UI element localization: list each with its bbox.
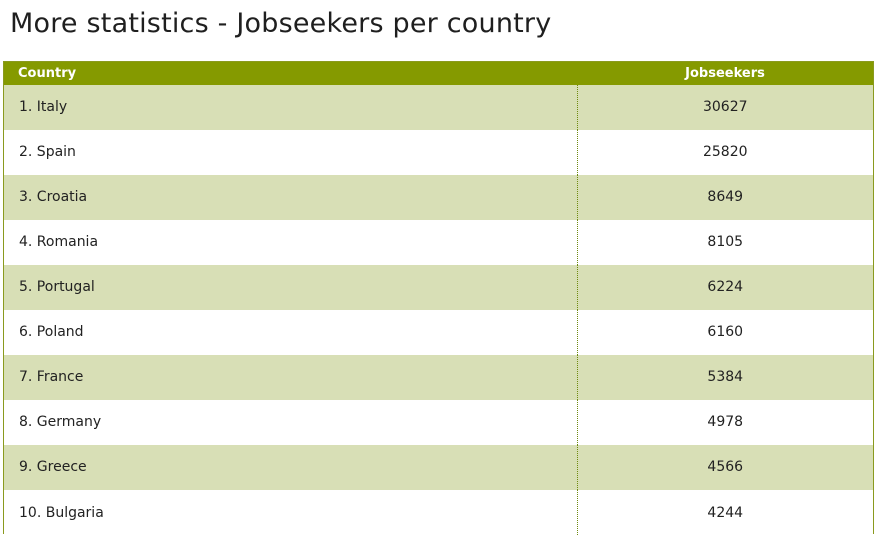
country-cell: 2. Spain	[4, 130, 578, 175]
column-header-jobseekers: Jobseekers	[685, 66, 765, 81]
country-cell: 7. France	[4, 355, 578, 400]
country-cell: 4. Romania	[4, 220, 578, 265]
table-row: 2. Spain 25820	[4, 130, 873, 175]
jobseekers-table: Country Jobseekers 1. Italy 30627 2. Spa…	[4, 62, 873, 535]
column-header-country: Country	[18, 66, 77, 81]
jobseekers-cell: 4244	[707, 504, 744, 521]
jobseekers-cell: 4566	[707, 459, 744, 475]
table-body: 1. Italy 30627 2. Spain 25820 3. Croatia…	[4, 85, 873, 535]
table-row: 9. Greece 4566	[4, 445, 873, 490]
jobseekers-table-container: Country Jobseekers 1. Italy 30627 2. Spa…	[3, 61, 874, 535]
jobseekers-cell: 6224	[707, 279, 744, 295]
table-header: Country Jobseekers	[4, 62, 873, 85]
table-row: 10. Bulgaria 4244	[4, 490, 873, 535]
jobseekers-cell: 8649	[707, 189, 744, 205]
jobseekers-cell: 25820	[702, 144, 748, 160]
country-cell: 5. Portugal	[4, 265, 578, 310]
country-cell: 9. Greece	[4, 445, 578, 490]
table-row: 7. France 5384	[4, 355, 873, 400]
table-row: 3. Croatia 8649	[4, 175, 873, 220]
page-title: More statistics - Jobseekers per country	[10, 8, 552, 39]
table-row: 1. Italy 30627	[4, 85, 873, 130]
country-cell: 1. Italy	[4, 85, 578, 130]
jobseekers-cell: 8105	[707, 234, 744, 250]
jobseekers-cell: 30627	[702, 99, 748, 115]
jobseekers-cell: 4978	[707, 414, 744, 430]
country-cell: 8. Germany	[4, 400, 578, 445]
table-row: 6. Poland 6160	[4, 310, 873, 355]
table-row: 4. Romania 8105	[4, 220, 873, 265]
jobseekers-cell: 5384	[707, 369, 744, 385]
table-row: 8. Germany 4978	[4, 400, 873, 445]
country-cell: 6. Poland	[4, 310, 578, 355]
country-cell: 10. Bulgaria	[4, 490, 578, 535]
country-cell: 3. Croatia	[4, 175, 578, 220]
table-header-row: Country Jobseekers	[4, 62, 873, 85]
table-row: 5. Portugal 6224	[4, 265, 873, 310]
jobseekers-cell: 6160	[707, 324, 744, 340]
